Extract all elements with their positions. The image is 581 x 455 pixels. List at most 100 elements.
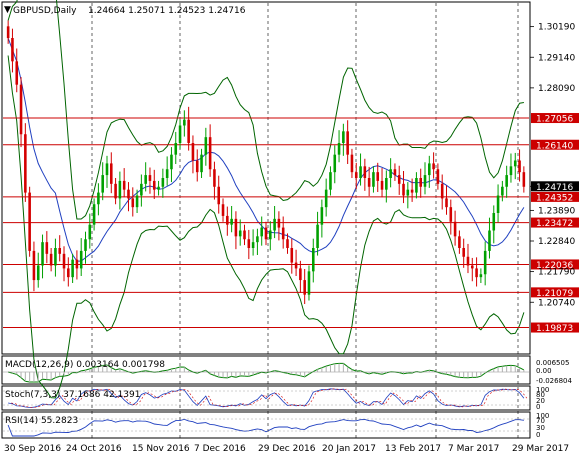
candle-body: [226, 215, 229, 225]
candle-body: [376, 172, 380, 181]
date-axis-label: 20 Jan 2017: [322, 444, 376, 454]
candle-body: [316, 224, 319, 248]
candle-body: [264, 227, 268, 240]
level-tag-text: 1.26140: [536, 141, 573, 151]
level-tag-text: 1.23472: [536, 219, 573, 229]
candle-body: [423, 175, 427, 187]
candle-body: [187, 119, 190, 143]
date-axis-label: 24 Oct 2016: [66, 444, 122, 454]
candle-body: [337, 143, 341, 155]
level-tag: [531, 191, 579, 202]
date-axis-label: 7 Mar 2017: [448, 444, 499, 454]
macd-axis-bottom: -0.026804: [536, 377, 572, 385]
candle-body: [513, 160, 517, 167]
candle-body: [311, 248, 315, 272]
candle-body: [195, 160, 199, 173]
price-axis: 1.27056 1.26140 1.24352 1.23472 1.22036 1.210…: [530, 23, 579, 334]
candlesticks: [6, 20, 526, 304]
candle-body: [24, 134, 27, 193]
candle-body: [380, 180, 384, 190]
candle-body: [354, 172, 358, 178]
macd-axis-zero: 0.00: [536, 367, 552, 375]
price-axis-label: 1.20740: [538, 298, 575, 308]
candle-body: [445, 198, 448, 208]
candle-body: [28, 192, 31, 251]
candle-body: [350, 154, 354, 173]
stochastic-k-line: [8, 388, 525, 408]
candle-body: [303, 280, 306, 295]
date-axis-label: 15 Nov 2016: [132, 444, 190, 454]
main-price-panel[interactable]: [1, 1, 531, 355]
rsi-axis-100: 100: [536, 412, 549, 420]
level-tag-text: 1.24352: [536, 193, 573, 203]
candle-body: [522, 172, 526, 187]
rsi-axis-30: 30: [536, 424, 545, 432]
candle-body: [428, 163, 431, 176]
candle-body: [54, 248, 57, 266]
upper-band-line: [7, 0, 524, 220]
current-price-tag: [531, 181, 579, 192]
candle-body: [217, 186, 221, 205]
indicator-lines: [3, 362, 529, 437]
candle-body: [174, 143, 178, 155]
stochastic-panel[interactable]: [1, 385, 531, 411]
candle-body: [458, 236, 461, 248]
candle-body: [200, 154, 203, 173]
candle-body: [32, 250, 36, 281]
candle-body: [92, 204, 96, 225]
lower-band-line: [7, 55, 525, 399]
candle-body: [11, 38, 14, 62]
candle-body: [505, 175, 508, 187]
candle-body: [372, 172, 375, 187]
candle-body: [273, 218, 276, 231]
candle-body: [58, 248, 62, 254]
macd-axis-top: 0.006505: [536, 359, 569, 367]
rsi-axis-70: 70: [536, 417, 545, 425]
date-axis-label: 30 Sep 2016: [4, 444, 61, 454]
candle-body: [269, 230, 272, 240]
candle-body: [62, 253, 66, 269]
candle-body: [49, 253, 53, 266]
candle-body: [466, 256, 470, 266]
candle-body: [286, 239, 289, 248]
candle-body: [165, 169, 169, 178]
level-tag: [531, 217, 579, 228]
candle-body: [127, 189, 130, 199]
candle-body: [101, 175, 104, 193]
candle-body: [432, 163, 435, 170]
candle-body: [281, 227, 285, 240]
rsi-panel[interactable]: [1, 411, 531, 439]
candle-body: [393, 169, 397, 176]
candle-body: [88, 224, 92, 240]
price-axis-label: 1.23890: [538, 206, 575, 216]
candle-body: [346, 131, 349, 155]
candle-body: [79, 250, 83, 269]
candle-body: [453, 221, 457, 237]
ohlc-label: 1.24664 1.25071 1.24523 1.24716: [88, 6, 246, 16]
candle-body: [363, 166, 367, 178]
current-price-text: 1.24716: [536, 183, 573, 193]
candle-body: [256, 236, 259, 243]
candle-body: [45, 242, 49, 254]
date-axis: 30 Sep 2016 24 Oct 2016 15 Nov 2016 7 Dec 2…: [4, 444, 569, 454]
price-axis-label: 1.21790: [538, 268, 575, 278]
candle-body: [208, 137, 212, 170]
candle-body: [475, 268, 478, 278]
candle-body: [518, 160, 521, 173]
rsi-label: RSI(14) 55.2823: [5, 416, 78, 426]
candle-body: [410, 189, 414, 193]
candle-body: [118, 180, 122, 199]
level-tag-text: 1.27056: [536, 115, 573, 125]
collapse-arrow-icon[interactable]: ▼: [4, 5, 11, 15]
candle-body: [105, 163, 109, 176]
candle-body: [247, 239, 251, 248]
candle-body: [161, 178, 165, 187]
candle-body: [462, 248, 465, 257]
candle-body: [329, 172, 332, 190]
candle-body: [290, 248, 294, 263]
candle-body: [75, 259, 79, 269]
candle-body: [131, 198, 135, 208]
candle-body: [243, 230, 246, 240]
price-axis-label: 1.28090: [538, 84, 575, 94]
